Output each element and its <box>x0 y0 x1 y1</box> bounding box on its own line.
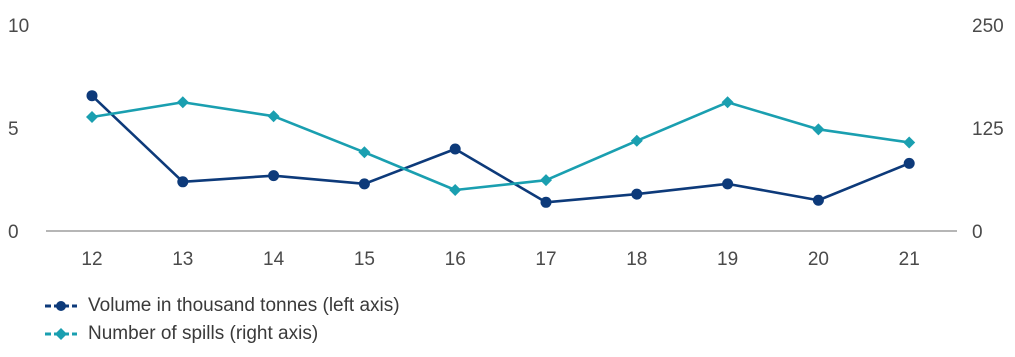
data-point-1 <box>812 123 825 136</box>
data-point-1 <box>86 111 98 124</box>
x-tick-label: 12 <box>81 249 102 270</box>
left-axis-ticks: 10 5 0 <box>8 16 29 243</box>
circle-marker-icon <box>45 301 77 311</box>
data-point-1 <box>721 96 734 109</box>
data-point-0 <box>86 90 98 102</box>
x-tick-label: 16 <box>445 249 466 270</box>
data-point-1 <box>358 146 371 159</box>
x-tick-labels: 12 13 14 15 16 17 18 19 20 21 <box>81 249 919 270</box>
data-point-0 <box>903 157 915 169</box>
x-tick-label: 14 <box>263 249 285 270</box>
data-point-1 <box>449 184 462 196</box>
legend-item-spills: Number of spills (right axis) <box>44 320 400 348</box>
x-tick-label: 13 <box>172 249 193 270</box>
x-tick-label: 19 <box>717 249 738 270</box>
series-line-0 <box>91 94 910 204</box>
data-point-0 <box>358 178 370 190</box>
x-tick-label: 21 <box>899 249 920 270</box>
legend-label: Number of spills (right axis) <box>88 323 319 344</box>
legend-label: Volume in thousand tonnes (left axis) <box>88 295 400 316</box>
data-point-1 <box>267 110 280 123</box>
legend: Volume in thousand tonnes (left axis) Nu… <box>44 292 400 348</box>
left-tick-label: 0 <box>8 222 19 243</box>
right-tick-label: 250 <box>972 16 1004 37</box>
x-tick-label: 18 <box>626 249 647 270</box>
diamond-marker-icon <box>45 328 77 340</box>
x-tick-label: 15 <box>354 249 375 270</box>
data-point-0 <box>722 178 734 190</box>
data-point-0 <box>268 170 280 182</box>
legend-item-volume: Volume in thousand tonnes (left axis) <box>44 292 400 320</box>
data-point-0 <box>449 143 461 155</box>
right-tick-label: 0 <box>972 222 983 243</box>
data-point-1 <box>630 134 643 147</box>
data-point-0 <box>540 196 552 208</box>
data-point-0 <box>812 194 824 206</box>
data-point-1 <box>176 96 189 109</box>
data-point-1 <box>540 174 552 187</box>
series-line-1 <box>91 100 910 192</box>
left-tick-label: 5 <box>8 119 19 140</box>
right-tick-label: 125 <box>972 119 1004 140</box>
left-tick-label: 10 <box>8 16 29 37</box>
series-layer <box>86 90 916 208</box>
x-tick-label: 17 <box>535 249 556 270</box>
line-chart: 10 5 0 250 125 0 12 13 14 15 16 17 18 19 20 21 <box>8 16 1004 270</box>
x-tick-label: 20 <box>808 249 829 270</box>
data-point-0 <box>631 188 643 200</box>
data-point-1 <box>903 136 916 149</box>
data-point-0 <box>177 176 189 188</box>
right-axis-ticks: 250 125 0 <box>972 16 1004 243</box>
